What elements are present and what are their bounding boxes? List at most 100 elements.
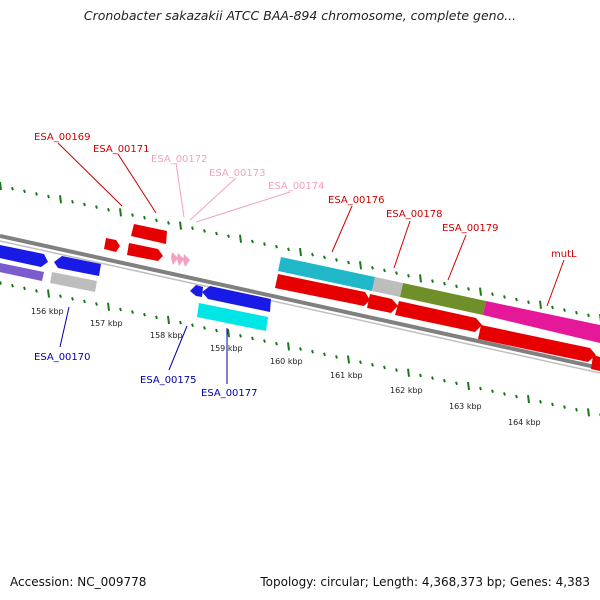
tick-mark: [587, 313, 590, 318]
gene-label-esa-00179[interactable]: ESA_00179: [442, 223, 499, 234]
gene-label-esa-00169[interactable]: ESA_00169: [34, 132, 91, 143]
tick-mark: [311, 349, 314, 354]
kbp-label: 157 kbp: [90, 319, 123, 328]
gene-arrow[interactable]: [478, 325, 596, 362]
gene-arrow[interactable]: [278, 257, 375, 291]
tick-mark: [251, 336, 254, 341]
gene-arrow[interactable]: [395, 301, 482, 332]
genes: [0, 224, 600, 371]
tick-mark: [587, 408, 590, 417]
gene-arrow[interactable]: [131, 224, 167, 244]
tick-mark: [503, 295, 506, 299]
gene-label-esa-00170[interactable]: ESA_00170: [34, 352, 91, 363]
tick-mark: [107, 302, 110, 311]
kbp-label: 162 kbp: [390, 386, 423, 395]
gene-label-esa-00176[interactable]: ESA_00176: [328, 195, 385, 206]
tick-mark: [395, 271, 398, 275]
tick-mark: [287, 342, 290, 351]
gene-arrow[interactable]: [0, 244, 48, 267]
gene-label-esa-00171[interactable]: ESA_00171: [93, 144, 150, 155]
tick-mark: [155, 218, 158, 223]
tick-mark: [431, 376, 434, 380]
tick-mark: [155, 315, 158, 320]
kbp-label: 163 kbp: [449, 402, 482, 411]
tick-mark: [539, 300, 542, 309]
gene-label-esa-00175[interactable]: ESA_00175: [140, 375, 197, 386]
gene-label-esa-00178[interactable]: ESA_00178: [386, 209, 443, 220]
tick-mark: [95, 205, 98, 209]
tick-mark: [455, 381, 458, 386]
gene-label-esa-00174[interactable]: ESA_00174: [268, 181, 325, 192]
tick-mark: [59, 195, 62, 204]
kbp-labels: 156 kbp 157 kbp 158 kbp 159 kbp 160 kbp …: [31, 307, 541, 427]
topology-text: Topology: circular; Length: 4,368,373 bp…: [260, 575, 590, 589]
gene-arrow[interactable]: [483, 301, 600, 343]
gene-arrow[interactable]: [50, 272, 97, 292]
gene-arrow[interactable]: [171, 252, 178, 265]
gene-arrow[interactable]: [275, 274, 370, 306]
tick-mark: [359, 261, 362, 270]
kbp-label: 161 kbp: [330, 371, 363, 380]
tick-mark: [383, 365, 386, 370]
tick-mark: [563, 405, 566, 409]
tick-mark: [575, 310, 578, 315]
kbp-label: 164 kbp: [508, 418, 541, 427]
tick-mark: [239, 333, 242, 338]
gene-arrow[interactable]: [104, 238, 120, 252]
tick-mark: [467, 287, 470, 291]
tick-mark: [551, 305, 554, 310]
gene-arrow[interactable]: [591, 355, 600, 371]
tick-mark: [455, 284, 458, 289]
gene-label-esa-00173[interactable]: ESA_00173: [209, 168, 266, 179]
tick-mark: [299, 347, 302, 351]
gene-arrow[interactable]: [127, 243, 163, 261]
tick-mark: [563, 308, 566, 312]
tick-mark: [323, 352, 326, 357]
tick-mark: [215, 328, 218, 333]
tick-mark: [347, 260, 350, 265]
gene-label-esa-00177[interactable]: ESA_00177: [201, 388, 258, 399]
tick-mark: [443, 281, 446, 286]
tick-mark: [407, 368, 410, 377]
tick-mark: [491, 292, 494, 297]
gene-arrow[interactable]: [202, 286, 271, 312]
gene-arrow[interactable]: [54, 256, 101, 276]
tick-mark: [239, 234, 242, 243]
tick-mark: [479, 386, 482, 391]
gene-arrow[interactable]: [197, 303, 268, 331]
tick-mark: [275, 341, 278, 346]
gene-arrow[interactable]: [0, 262, 44, 281]
tick-mark: [59, 294, 62, 299]
tick-mark: [263, 242, 266, 246]
tick-mark: [371, 363, 374, 367]
gene-label-mutl[interactable]: mutL: [551, 249, 577, 260]
kbp-label: 159 kbp: [210, 344, 243, 353]
gene-label-esa-00172[interactable]: ESA_00172: [151, 154, 208, 165]
tick-mark: [71, 200, 74, 204]
gene-arrow[interactable]: [177, 253, 184, 266]
tick-mark: [23, 189, 26, 194]
gene-arrow[interactable]: [372, 277, 403, 297]
tick-mark: [83, 202, 86, 207]
tick-mark: [251, 239, 254, 244]
tick-mark: [47, 194, 50, 199]
tick-mark: [179, 221, 182, 230]
tick-mark: [95, 302, 98, 306]
tick-mark: [467, 381, 470, 391]
tick-mark: [11, 283, 14, 288]
tick-mark: [407, 273, 410, 278]
tick-mark: [0, 181, 2, 191]
tick-mark: [191, 323, 194, 328]
tick-mark: [335, 355, 338, 359]
tick-mark: [443, 378, 446, 383]
tick-mark: [515, 394, 518, 399]
gene-arrow[interactable]: [190, 285, 203, 297]
gene-arrow[interactable]: [183, 254, 190, 267]
tick-mark: [71, 297, 74, 301]
tick-mark: [575, 407, 578, 412]
gene-arrow[interactable]: [367, 294, 398, 313]
tick-mark: [35, 192, 38, 196]
gene-arrow[interactable]: [400, 283, 486, 315]
tick-mark: [263, 339, 266, 343]
